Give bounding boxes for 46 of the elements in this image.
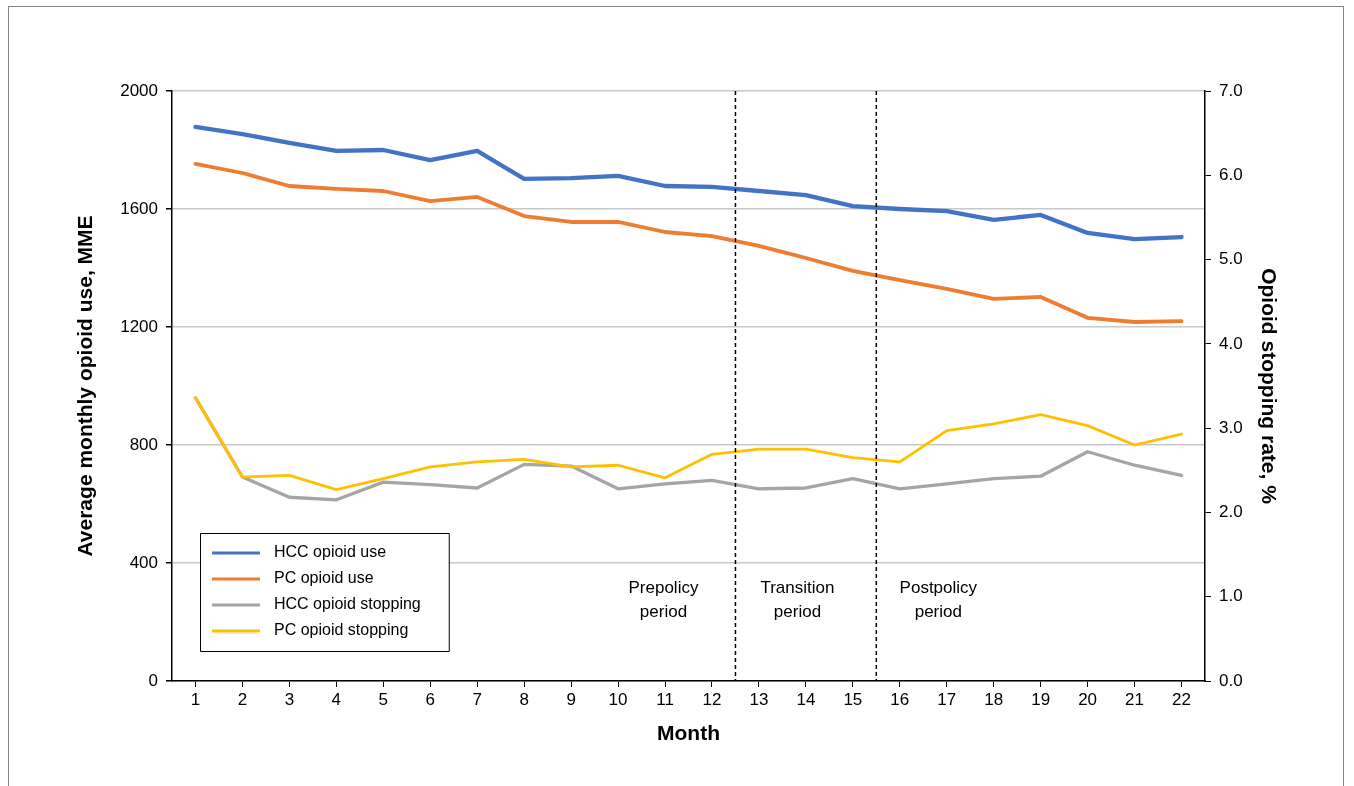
x-tick-label: 10 (608, 689, 628, 709)
x-tick-label: 2 (237, 689, 248, 709)
x-tick-label: 14 (796, 689, 816, 709)
y2-tick-label: 0.0 (1219, 670, 1243, 690)
y2-tick-label: 2.0 (1219, 502, 1243, 522)
x-tick-label: 12 (702, 689, 722, 709)
y-tick-label: 0 (148, 670, 158, 690)
legend-label: PC opioid use (274, 569, 374, 587)
x-tick-label: 16 (890, 689, 910, 709)
x-tick-label: 7 (472, 689, 482, 709)
x-tick-label: 19 (1031, 689, 1051, 709)
x-tick-label: 3 (284, 689, 295, 709)
y2-tick-label: 3.0 (1219, 417, 1243, 437)
x-tick-label: 22 (1172, 689, 1191, 709)
x-tick-label: 21 (1125, 689, 1145, 709)
y2-tick-label: 1.0 (1219, 586, 1243, 606)
x-tick-label: 17 (937, 689, 957, 709)
x-tick-label: 13 (749, 689, 769, 709)
x-tick-label: 20 (1078, 689, 1098, 709)
y2-tick-label: 5.0 (1219, 249, 1243, 269)
annotation: Postpolicy period (899, 577, 978, 621)
y2-tick-label: 6.0 (1219, 164, 1243, 184)
x-tick-label: 15 (843, 689, 863, 709)
x-tick-label: 1 (190, 689, 201, 709)
x-tick-label: 4 (331, 689, 342, 709)
x-axis-title: Month (657, 721, 720, 745)
x-tick-label: 8 (519, 689, 529, 709)
x-tick-label: 18 (984, 689, 1004, 709)
y-tick-label: 1600 (120, 198, 158, 218)
y-tick-label: 400 (129, 552, 158, 572)
y-tick-label: 800 (129, 434, 158, 454)
y2-tick-label: 7.0 (1219, 80, 1243, 100)
x-tick-label: 11 (656, 689, 674, 709)
legend-label: HCC opioid use (274, 543, 387, 561)
annotation: Transition period (760, 577, 835, 621)
x-tick-label: 6 (425, 689, 435, 709)
x-tick-label: 5 (378, 689, 389, 709)
y2-tick-label: 4.0 (1219, 333, 1243, 353)
legend-label: HCC opioid stopping (274, 595, 421, 613)
legend-label: PC opioid stopping (274, 621, 409, 639)
x-tick-label: 9 (566, 689, 576, 709)
y-tick-label: 2000 (120, 80, 158, 100)
y-axis-title: Average monthly opioid use, MME (73, 215, 97, 557)
y2-axis-title: Opioid stopping rate, % (1257, 268, 1281, 505)
y-tick-label: 1200 (120, 316, 158, 336)
annotation: Prepolicy period (628, 577, 699, 621)
